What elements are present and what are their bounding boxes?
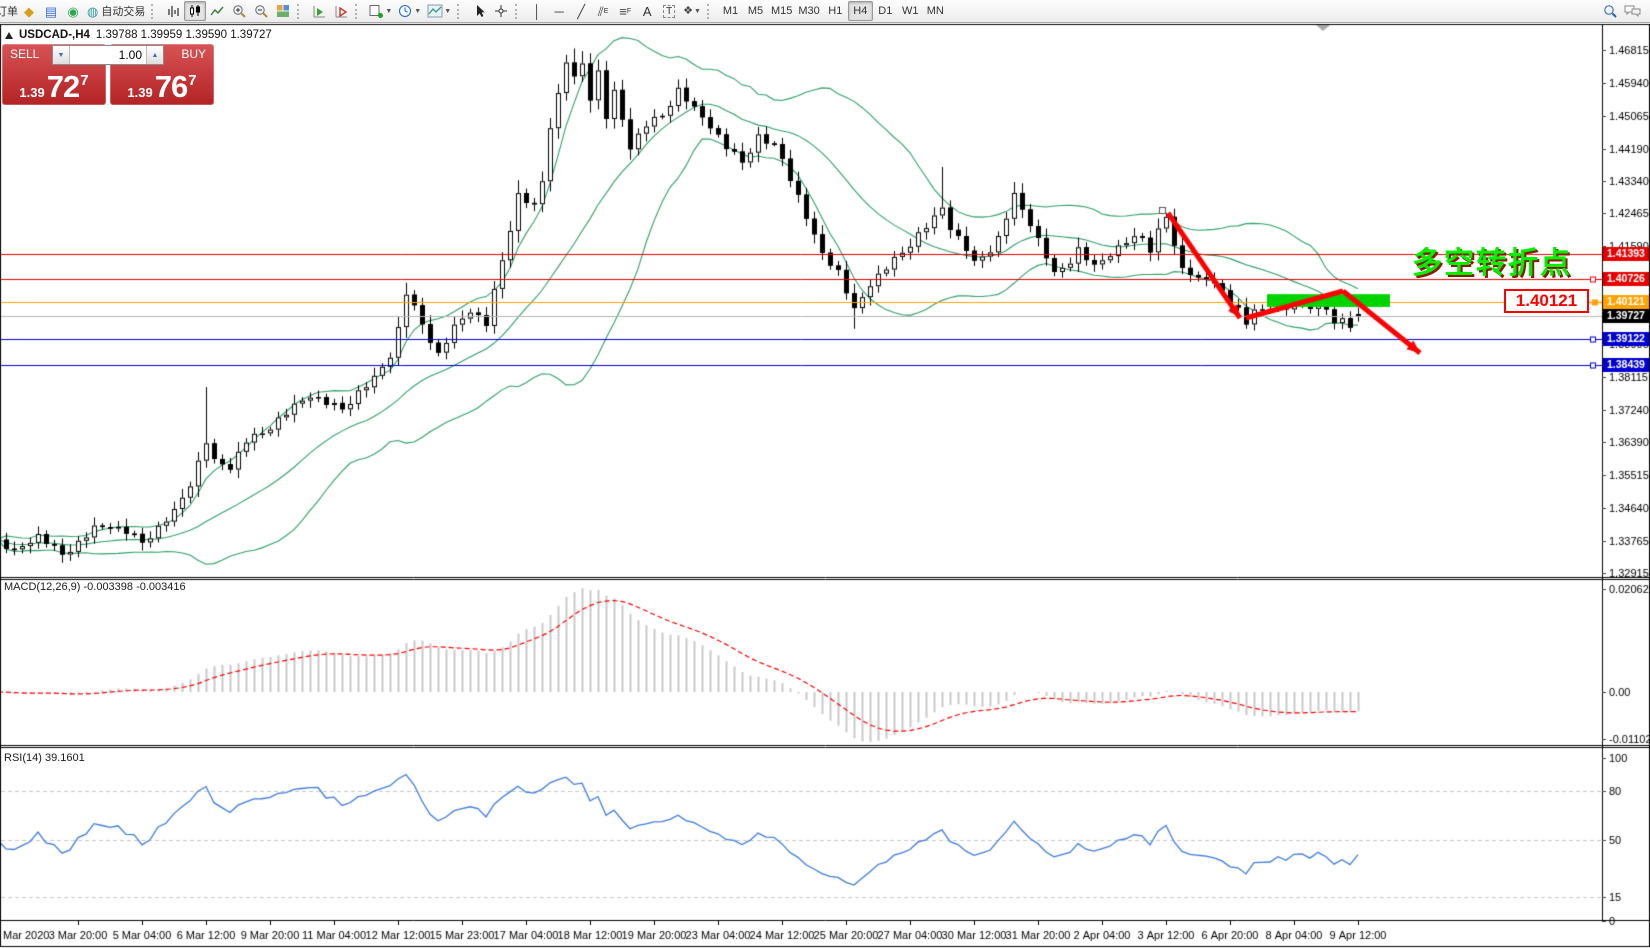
sell-price: 1.39 72 7 [19, 69, 89, 104]
chevron-down-icon: ▼ [444, 7, 452, 15]
chat-button[interactable] [1621, 1, 1644, 21]
zoom-out-button[interactable] [250, 1, 272, 21]
text-tool[interactable]: A [642, 3, 652, 19]
cursor-icon [476, 5, 485, 17]
volume-input[interactable] [70, 46, 146, 64]
chart-shift-icon [335, 5, 348, 17]
toolbar-grip [355, 3, 361, 19]
auto-scroll-button[interactable] [308, 1, 330, 21]
channel-tool[interactable]: ⫽ E [597, 3, 609, 19]
price-quote-box[interactable]: 1.40121 [1504, 289, 1589, 313]
horizontal-line-tool[interactable]: ─ [554, 3, 564, 19]
line-chart-icon [210, 6, 224, 16]
timeframe-m15-button[interactable]: M15 [770, 5, 793, 17]
zoom-out-icon [255, 4, 268, 18]
chevron-down-icon: ▼ [694, 7, 701, 15]
buy-price: 1.39 76 7 [127, 69, 197, 104]
zoom-in-button[interactable] [228, 1, 250, 21]
timeframe-w1-button[interactable]: W1 [902, 5, 919, 17]
timeframe-m1-button[interactable]: M1 [722, 5, 739, 17]
fibonacci-tool[interactable]: ≡ F [619, 3, 632, 19]
new-order-label[interactable]: 订单 [0, 6, 18, 18]
arrows-tool[interactable]: ❖ ▼ [683, 4, 701, 17]
search-icon [1603, 4, 1617, 18]
candlestick-icon [190, 5, 201, 17]
buy-label: BUY [181, 47, 206, 61]
crosshair-tool-button[interactable] [490, 1, 512, 21]
autotrade-button[interactable]: ◍ 自动交易 [87, 3, 146, 19]
bar-chart-icon [168, 6, 180, 17]
signal-icon[interactable]: ◉ [67, 3, 79, 19]
timeframe-h1-button[interactable]: H1 [828, 5, 843, 17]
turning-point-annotation: 多空转折点 [1412, 247, 1572, 280]
ohlc-values: 1.39788 1.39959 1.39590 1.39727 [95, 29, 272, 41]
chart-shift-button[interactable] [330, 1, 352, 21]
volume-stepper: ▼ ▲ [52, 45, 164, 65]
rsi-indicator-label: RSI(14) 39.1601 [4, 752, 85, 764]
toolbar-grip [706, 3, 713, 19]
bar-chart-mode-button[interactable] [162, 1, 184, 21]
line-chart-mode-button[interactable] [206, 1, 228, 21]
period-button[interactable]: ▼ [395, 1, 424, 21]
chat-icon [1624, 5, 1641, 18]
new-chart-button[interactable]: ▼ [366, 1, 395, 21]
toolbar-grip [515, 3, 521, 19]
new-chart-icon [369, 4, 384, 18]
chart-symbol-icon [5, 31, 13, 39]
main-toolbar: 订单 ◆ ▤ ◉ ◍ 自动交易 ▼ ▼ ▼ [0, 0, 1650, 23]
chevron-down-icon: ▼ [414, 7, 422, 15]
crosshair-icon [495, 5, 508, 17]
timeframe-m30-button[interactable]: M30 [798, 5, 820, 17]
volume-decrease-button[interactable]: ▼ [53, 46, 70, 64]
toolbar-grip [457, 3, 463, 19]
candlestick-mode-button[interactable] [184, 1, 207, 21]
auto-scroll-icon [313, 5, 325, 17]
macd-indicator-label: MACD(12,26,9) -0.003398 -0.003416 [4, 581, 186, 593]
new-order-icon[interactable]: ◆ [24, 3, 34, 19]
zoom-in-icon [233, 4, 246, 18]
cursor-tool-button[interactable] [468, 1, 490, 21]
indicators-icon [427, 4, 443, 18]
timeframe-group: M1 M5 M15 M30 H1 H4 D1 W1 MN [718, 1, 948, 21]
vertical-line-tool[interactable]: │ [533, 3, 542, 19]
toolbar-grip [151, 3, 157, 19]
text-label-tool[interactable]: T [658, 1, 680, 21]
tile-windows-button[interactable] [272, 1, 294, 21]
trendline-tool[interactable]: ╱ [577, 3, 586, 19]
chevron-down-icon: ▼ [385, 7, 393, 15]
timeframe-h4-button[interactable]: H4 [847, 1, 873, 21]
indicators-button[interactable]: ▼ [424, 1, 454, 21]
timeframe-m5-button[interactable]: M5 [747, 5, 764, 17]
tile-windows-icon [277, 5, 290, 17]
timeframe-d1-button[interactable]: D1 [878, 5, 893, 17]
sell-label: SELL [10, 47, 40, 61]
search-button[interactable] [1599, 1, 1621, 21]
toolbar-grip [297, 3, 303, 19]
clock-icon [399, 4, 412, 17]
symbol-period-label: USDCAD-,H4 [19, 29, 90, 41]
autotrade-icon: ◍ [87, 3, 99, 19]
timeframe-mn-button[interactable]: MN [926, 5, 944, 17]
volume-increase-button[interactable]: ▲ [146, 46, 163, 64]
terminal-icon[interactable]: ▤ [44, 3, 58, 19]
chart-title: USDCAD-,H4 1.39788 1.39959 1.39590 1.397… [5, 29, 272, 41]
